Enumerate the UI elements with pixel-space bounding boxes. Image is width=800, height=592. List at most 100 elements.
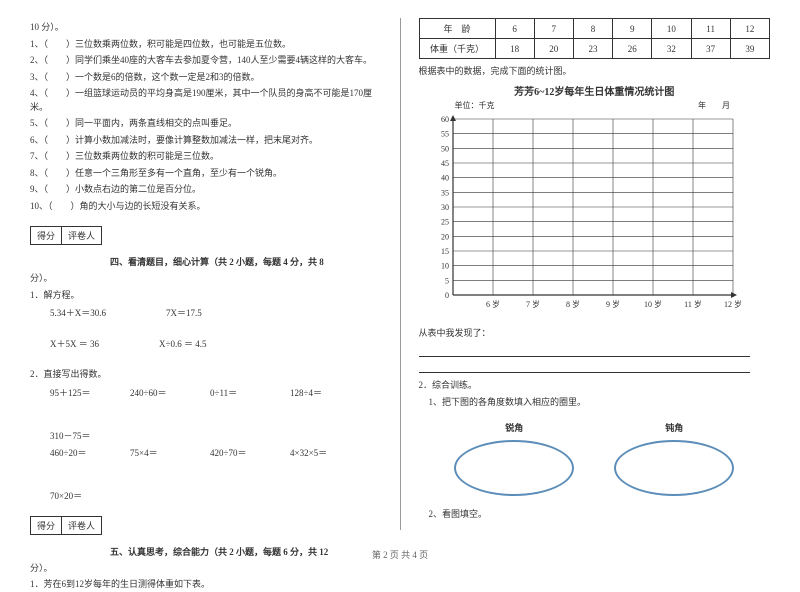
judgment-item: 5、（ ）同一平面内，两条直线相交的点叫垂足。 [30, 117, 382, 131]
equation-row-1: 5.34＋X＝30.6 7X＝17.5 [50, 306, 382, 319]
age-cell: 12 [730, 19, 769, 39]
judgment-list: 1、（ ）三位数乘两位数，积可能是四位数，也可能是五位数。 2、（ ）同学们乘坐4… [30, 38, 382, 214]
svg-text:5: 5 [445, 276, 449, 285]
calc-item: 310－75＝ [50, 429, 100, 442]
calc-row-1: 95＋125＝ 240÷60＝ 0÷11＝ 128÷4＝ 310－75＝ [30, 386, 382, 442]
svg-text:40: 40 [441, 173, 449, 182]
svg-text:15: 15 [441, 247, 449, 256]
svg-text:9 岁: 9 岁 [606, 299, 620, 309]
svg-text:6 岁: 6 岁 [486, 299, 500, 309]
svg-text:10: 10 [441, 261, 449, 270]
finding-line-1[interactable] [419, 343, 751, 357]
score-label-2: 得分 [31, 517, 62, 534]
calc-item: 0÷11＝ [210, 386, 260, 399]
calc-item: 95＋125＝ [50, 386, 100, 399]
age-cell: 11 [691, 19, 730, 39]
age-header: 年 龄 [419, 19, 495, 39]
calc-item: 240÷60＝ [130, 386, 180, 399]
svg-text:20: 20 [441, 232, 449, 241]
ovals-container: 锐角 钝角 [419, 421, 771, 496]
svg-text:8 岁: 8 岁 [566, 299, 580, 309]
table-note: 根据表中的数据，完成下面的统计图。 [419, 65, 771, 79]
equation-row-2: X＋5X ＝ 36 X÷0.6 ＝ 4.5 [50, 337, 382, 350]
grader-label: 评卷人 [62, 227, 101, 244]
sec2-sub: 1、把下图的各角度数填入相应的圈里。 [419, 396, 771, 410]
section4-tail: 分）。 [30, 272, 382, 286]
judgment-item: 2、（ ）同学们乘坐40座的大客车去参加夏令营，140人至少需要4辆这样的大客车… [30, 54, 382, 68]
age-cell: 8 [573, 19, 612, 39]
section5-tail: 分）。 [30, 562, 382, 576]
score-label: 得分 [31, 227, 62, 244]
svg-text:7 岁: 7 岁 [526, 299, 540, 309]
left-column: 10 分）。 1、（ ）三位数乘两位数，积可能是四位数，也可能是五位数。 2、（ … [30, 18, 382, 530]
calc-item: 128÷4＝ [290, 386, 340, 399]
calc-item: 75×4＝ [130, 446, 180, 459]
svg-text:25: 25 [441, 217, 449, 226]
finding-line-2[interactable] [419, 359, 751, 373]
calc-item: 460÷20＝ [50, 446, 100, 459]
judgment-item: 7、（ ）三位数乘两位数的积可能是三位数。 [30, 150, 382, 164]
age-cell: 6 [495, 19, 534, 39]
svg-text:60: 60 [441, 115, 449, 124]
acute-block: 锐角 [454, 421, 574, 496]
section5-q1: 1．芳在6到12岁每年的生日测得体重如下表。 [30, 578, 382, 592]
sec2-label: 2．综合训练。 [419, 379, 771, 393]
judgment-item: 9、（ ）小数点右边的第二位是百分位。 [30, 183, 382, 197]
svg-text:10 岁: 10 岁 [644, 299, 662, 309]
section-points-tail: 10 分）。 [30, 21, 382, 35]
weight-cell: 26 [613, 39, 652, 59]
weight-cell: 32 [652, 39, 691, 59]
svg-text:50: 50 [441, 144, 449, 153]
chart-date: 年 月 [698, 100, 730, 111]
weight-cell: 18 [495, 39, 534, 59]
obtuse-oval[interactable] [614, 440, 734, 496]
score-box-2: 得分 评卷人 [30, 516, 102, 535]
calc-row-2: 460÷20＝ 75×4＝ 420÷70＝ 4×32×5＝ 70×20＝ [30, 446, 382, 502]
obtuse-label: 钝角 [614, 421, 734, 434]
calc-item: 420÷70＝ [210, 446, 260, 459]
weight-cell: 37 [691, 39, 730, 59]
svg-text:12 岁: 12 岁 [724, 299, 742, 309]
judgment-item: 4、（ ）一组篮球运动员的平均身高是190厘米，其中一个队员的身高不可能是170… [30, 87, 382, 114]
calc-item: 4×32×5＝ [290, 446, 340, 459]
svg-text:11 岁: 11 岁 [684, 299, 702, 309]
svg-text:55: 55 [441, 129, 449, 138]
finding-label: 从表中我发现了： [419, 327, 771, 341]
judgment-item: 1、（ ）三位数乘两位数，积可能是四位数，也可能是五位数。 [30, 38, 382, 52]
sec2-sub2: 2、看图填空。 [419, 508, 771, 522]
section4-title: 四、看清题目，细心计算（共 2 小题，每题 4 分，共 8 [30, 255, 382, 268]
judgment-item: 10、（ ）角的大小与边的长短没有关系。 [30, 200, 382, 214]
eq-1b: 7X＝17.5 [166, 306, 202, 319]
score-box-1: 得分 评卷人 [30, 226, 102, 245]
weight-cell: 39 [730, 39, 769, 59]
q1-label: 1．解方程。 [30, 289, 382, 303]
eq-2a: X＋5X ＝ 36 [50, 337, 99, 350]
weight-cell: 20 [534, 39, 573, 59]
right-column: 年 龄6789101112 体重（千克）18202326323739 根据表中的… [419, 18, 771, 530]
judgment-item: 6、（ ）计算小数加减法时，要像计算整数加减法一样，把末尾对齐。 [30, 134, 382, 148]
weight-cell: 23 [573, 39, 612, 59]
page-footer: 第 2 页 共 4 页 [0, 548, 800, 561]
finding-text: 从表中我发现了： [419, 328, 491, 338]
svg-text:35: 35 [441, 188, 449, 197]
age-cell: 9 [613, 19, 652, 39]
eq-2b: X÷0.6 ＝ 4.5 [159, 337, 206, 350]
column-divider [400, 18, 401, 530]
weight-chart: 6055504540353025201510506 岁7 岁8 岁9 岁10 岁… [419, 111, 759, 321]
weight-header: 体重（千克） [419, 39, 495, 59]
acute-oval[interactable] [454, 440, 574, 496]
judgment-item: 3、（ ）一个数是6的倍数，这个数一定是2和3的倍数。 [30, 71, 382, 85]
age-cell: 7 [534, 19, 573, 39]
chart-title: 芳芳6~12岁每年生日体重情况统计图 [419, 83, 771, 98]
svg-text:0: 0 [445, 291, 449, 300]
weight-table: 年 龄6789101112 体重（千克）18202326323739 [419, 18, 771, 59]
svg-text:45: 45 [441, 159, 449, 168]
obtuse-block: 钝角 [614, 421, 734, 496]
eq-1a: 5.34＋X＝30.6 [50, 306, 106, 319]
grader-label-2: 评卷人 [62, 517, 101, 534]
age-cell: 10 [652, 19, 691, 39]
judgment-item: 8、（ ）任意一个三角形至多有一个直角，至少有一个锐角。 [30, 167, 382, 181]
svg-text:30: 30 [441, 203, 449, 212]
chart-unit: 单位：千克 [455, 100, 495, 111]
calc-item: 70×20＝ [50, 489, 100, 502]
